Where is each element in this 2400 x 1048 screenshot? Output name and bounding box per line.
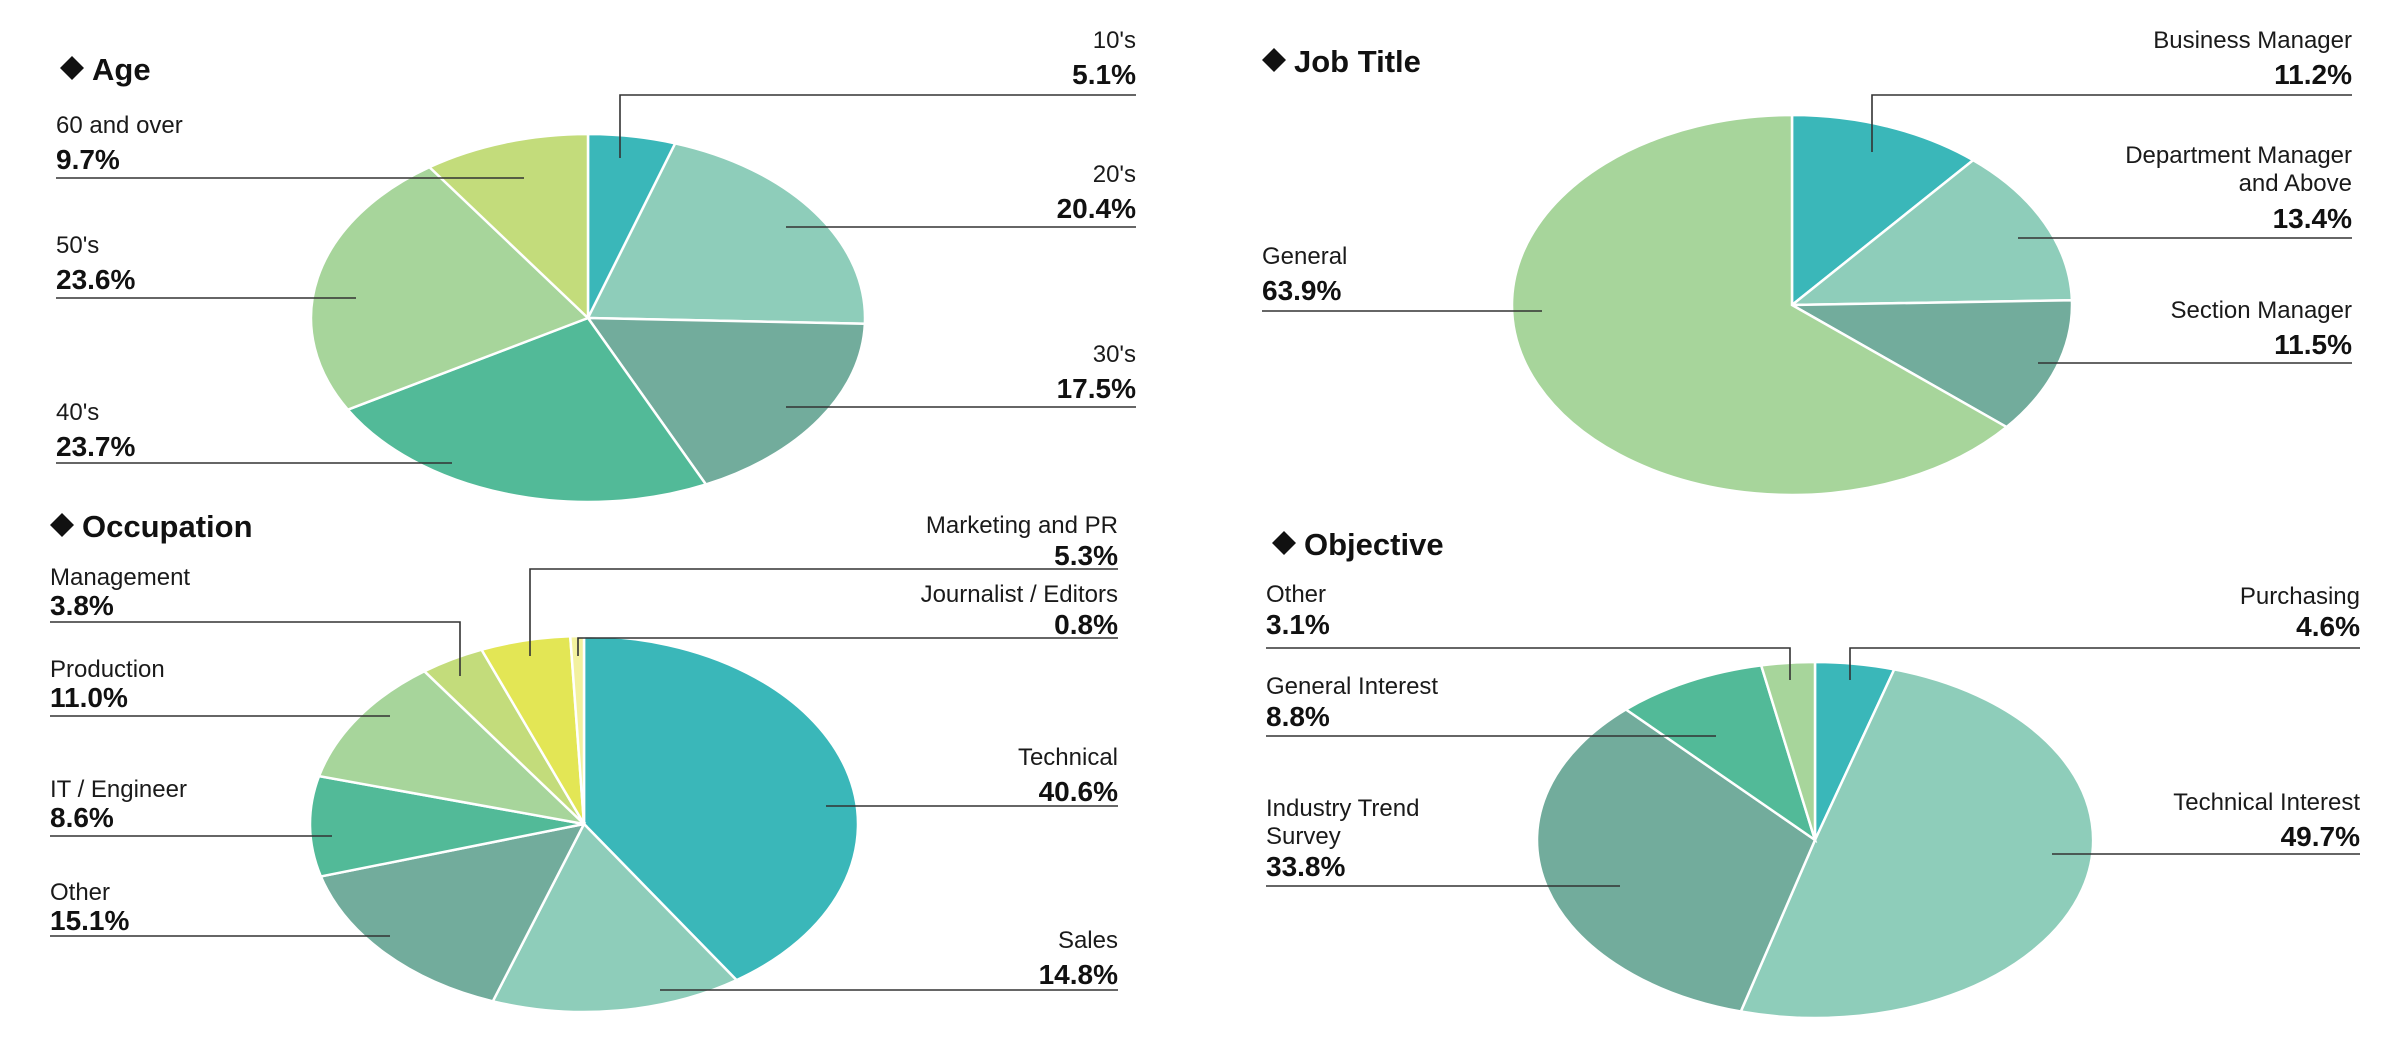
age-label-10-s: 10's [1093, 27, 1136, 54]
job-title-label-section-manager: Section Manager [2171, 297, 2352, 324]
objective-value-industry-trend-survey: 33.8% [1266, 851, 1345, 882]
age-title: Age [92, 52, 151, 87]
objective-title: Objective [1304, 527, 1444, 562]
job-title-label-business-manager: Business Manager [2153, 27, 2352, 54]
occupation-value-marketing-and-pr: 5.3% [1054, 540, 1118, 571]
occupation-label-production: Production [50, 656, 165, 683]
occupation-value-journalist-editors: 0.8% [1054, 609, 1118, 640]
objective-slice-industry-trend-survey [1535, 707, 1817, 1013]
job-title-slice-section-manager [1787, 298, 2074, 429]
occupation-value-technical: 40.6% [1039, 776, 1118, 807]
objective-slice-technical-interest [1739, 667, 2095, 1020]
age-value-40-s: 23.7% [56, 431, 135, 462]
job-title-diamond-icon [1262, 48, 1286, 72]
age-value-60-and-over: 9.7% [56, 144, 120, 175]
occupation-value-sales: 14.8% [1039, 959, 1118, 990]
job-title-slice-business-manager [1790, 113, 1976, 308]
job-title-value-section-manager: 11.5% [2274, 329, 2352, 360]
objective-value-technical-interest: 49.7% [2281, 821, 2360, 852]
age-slice-40-s [345, 316, 708, 504]
objective-label-technical-interest: Technical Interest [2173, 789, 2360, 816]
objective-diamond-icon [1272, 531, 1296, 555]
age-value-10-s: 5.1% [1072, 59, 1136, 90]
occupation-label-marketing-and-pr: Marketing and PR [926, 512, 1118, 539]
age-value-20-s: 20.4% [1057, 193, 1136, 224]
objective-slice-other [1759, 660, 1817, 841]
job-title-value-general: 63.9% [1262, 275, 1341, 306]
occupation-slice-technical [582, 634, 860, 982]
job-title-leader-business-manager [1871, 94, 2352, 152]
age-value-30-s: 17.5% [1057, 373, 1136, 404]
occupation-label-technical: Technical [1018, 744, 1118, 771]
occupation-value-other: 15.1% [50, 905, 129, 936]
job-title-value-department-manager-and-above: 13.4% [2273, 203, 2352, 234]
age-slice-20-s [585, 141, 867, 326]
job-title-title: Job Title [1294, 44, 1421, 79]
objective-label-purchasing: Purchasing [2240, 583, 2360, 610]
occupation-value-production: 11.0% [50, 682, 128, 713]
occupation-value-it-engineer: 8.6% [50, 802, 114, 833]
objective-slice-general-interest [1623, 663, 1818, 844]
occupation-title: Occupation [82, 509, 253, 544]
age-label-40-s: 40's [56, 399, 99, 426]
job-title-value-business-manager: 11.2% [2274, 59, 2352, 90]
age-slice-60-and-over [427, 132, 590, 321]
age-label-20-s: 20's [1093, 161, 1136, 188]
occupation-slice-other [319, 822, 587, 1003]
age-slice-50-s [309, 165, 591, 412]
objective-value-other: 3.1% [1266, 609, 1330, 640]
age-slice-30-s [585, 316, 867, 486]
occupation-leader-marketing-and-pr [529, 568, 1118, 656]
occupation-diamond-icon [50, 513, 74, 537]
age-value-50-s: 23.6% [56, 264, 135, 295]
occupation-slice-production [317, 669, 588, 826]
occupation-slice-journalist-editors [568, 634, 586, 825]
occupation-label-other: Other [50, 879, 110, 906]
objective-leader-other [1266, 647, 1791, 680]
occupation-label-management: Management [50, 564, 190, 591]
objective-value-purchasing: 4.6% [2296, 611, 2360, 642]
occupation-slice-it-engineer [308, 774, 585, 878]
occupation-slice-sales [490, 821, 739, 1014]
objective-leader-purchasing [1849, 647, 2360, 680]
age-label-60-and-over: 60 and over [56, 112, 183, 139]
occupation-label-journalist-editors: Journalist / Editors [921, 581, 1118, 608]
age-diamond-icon [60, 56, 84, 80]
age-pie-chart: Age 10's 5.1% 20's 20.4% 30's 17.5% 40's 23.7% 50… [56, 27, 1136, 504]
occupation-value-management: 3.8% [50, 590, 114, 621]
job-title-slice-department-manager-and-above [1788, 158, 2074, 307]
age-label-50-s: 50's [56, 232, 99, 259]
age-leader-10-s [619, 94, 1136, 158]
job-title-pie-chart: Job Title Business Manager 11.2% Department… [1262, 27, 2352, 497]
objective-label-general-interest: General Interest [1266, 673, 1438, 700]
occupation-leader-journalist-editors [577, 637, 1118, 656]
occupation-pie-chart: OccupationTechnical40.6%Sales14.8%Other1… [50, 509, 1118, 1014]
objective-label-industry-trend-survey: Industry Trend Survey [1266, 795, 1419, 850]
occupation-label-it-engineer: IT / Engineer [50, 776, 187, 803]
occupation-leader-management [50, 621, 461, 676]
job-title-label-general: General [1262, 243, 1347, 270]
objective-value-general-interest: 8.8% [1266, 701, 1330, 732]
job-title-slice-general [1510, 113, 2009, 497]
job-title-label-department-manager-and-above: Department Manager and Above [2125, 142, 2352, 197]
objective-label-other: Other [1266, 581, 1326, 608]
age-label-30-s: 30's [1093, 341, 1136, 368]
occupation-label-sales: Sales [1058, 927, 1118, 954]
